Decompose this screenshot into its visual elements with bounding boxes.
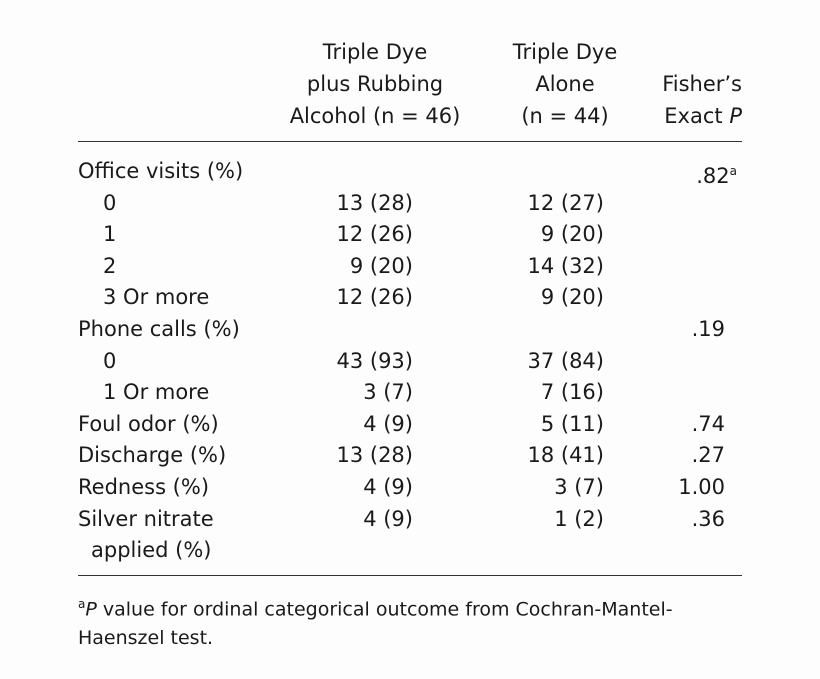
bottom-rule — [78, 575, 742, 576]
row-label: 0 — [103, 348, 117, 373]
row-label: 1 — [103, 222, 117, 247]
cell: 13 (28) — [336, 443, 413, 468]
row-label: 1 Or more — [103, 380, 210, 405]
cell: 4 (9) — [363, 411, 413, 436]
p-sup: a — [729, 164, 737, 178]
cell: 12 (26) — [336, 285, 413, 310]
row-label: applied (%) — [91, 538, 212, 563]
header-line: Alcohol (n = 46) — [289, 104, 461, 128]
cell: 14 (32) — [527, 253, 604, 278]
header-line: Triple Dye — [512, 40, 618, 64]
p-text: .82 — [696, 164, 730, 188]
header-line: Alone — [535, 72, 595, 96]
row-label: Phone calls (%) — [78, 317, 240, 341]
header-stat: P — [729, 104, 742, 128]
cell: 9 (20) — [349, 253, 413, 278]
header-text: Exact — [664, 104, 723, 128]
header-line: Exact P — [664, 103, 742, 129]
cell: 4 (9) — [363, 475, 413, 499]
footnote-text: value for ordinal categorical outcome fr… — [78, 598, 673, 650]
header-line: Fisher’s — [662, 72, 742, 96]
row-label: Foul odor (%) — [78, 411, 219, 436]
cell: 43 (93) — [336, 348, 413, 373]
cell: 5 (11) — [540, 411, 604, 436]
cell: 12 (27) — [527, 190, 604, 215]
header-line: plus Rubbing — [306, 72, 444, 96]
header-line: Triple Dye — [322, 40, 428, 64]
row-label: 3 Or more — [103, 285, 210, 310]
footnote-mark: a — [78, 597, 86, 611]
cell: 3 (7) — [554, 475, 604, 499]
header-line: (n = 44) — [521, 104, 609, 128]
footnote-stat: P — [85, 598, 97, 621]
p-value: 1.00 — [678, 475, 725, 499]
p-value: .74 — [691, 411, 725, 436]
cell: 12 (26) — [336, 222, 413, 247]
header-rule — [78, 141, 742, 142]
cell: 3 (7) — [363, 380, 413, 405]
row-label: Office visits (%) — [78, 159, 244, 183]
footnote: aP value for ordinal categorical outcome… — [78, 590, 718, 653]
p-value: .82a — [696, 158, 737, 189]
cell: 7 (16) — [540, 380, 604, 405]
p-value: .36 — [691, 506, 725, 531]
row-label: Silver nitrate — [78, 506, 214, 531]
cell: 9 (20) — [540, 222, 604, 247]
cell: 37 (84) — [527, 348, 604, 373]
p-value: .27 — [691, 443, 725, 468]
row-label: Discharge (%) — [78, 443, 227, 468]
row-label: 0 — [103, 190, 117, 215]
cell: 9 (20) — [540, 285, 604, 310]
cell: 4 (9) — [363, 506, 413, 531]
cell: 18 (41) — [527, 443, 604, 468]
cell: 1 (2) — [554, 506, 604, 531]
row-label: 2 — [103, 253, 117, 278]
cell: 13 (28) — [336, 190, 413, 215]
row-label: Redness (%) — [78, 475, 210, 499]
p-value: .19 — [691, 317, 725, 341]
